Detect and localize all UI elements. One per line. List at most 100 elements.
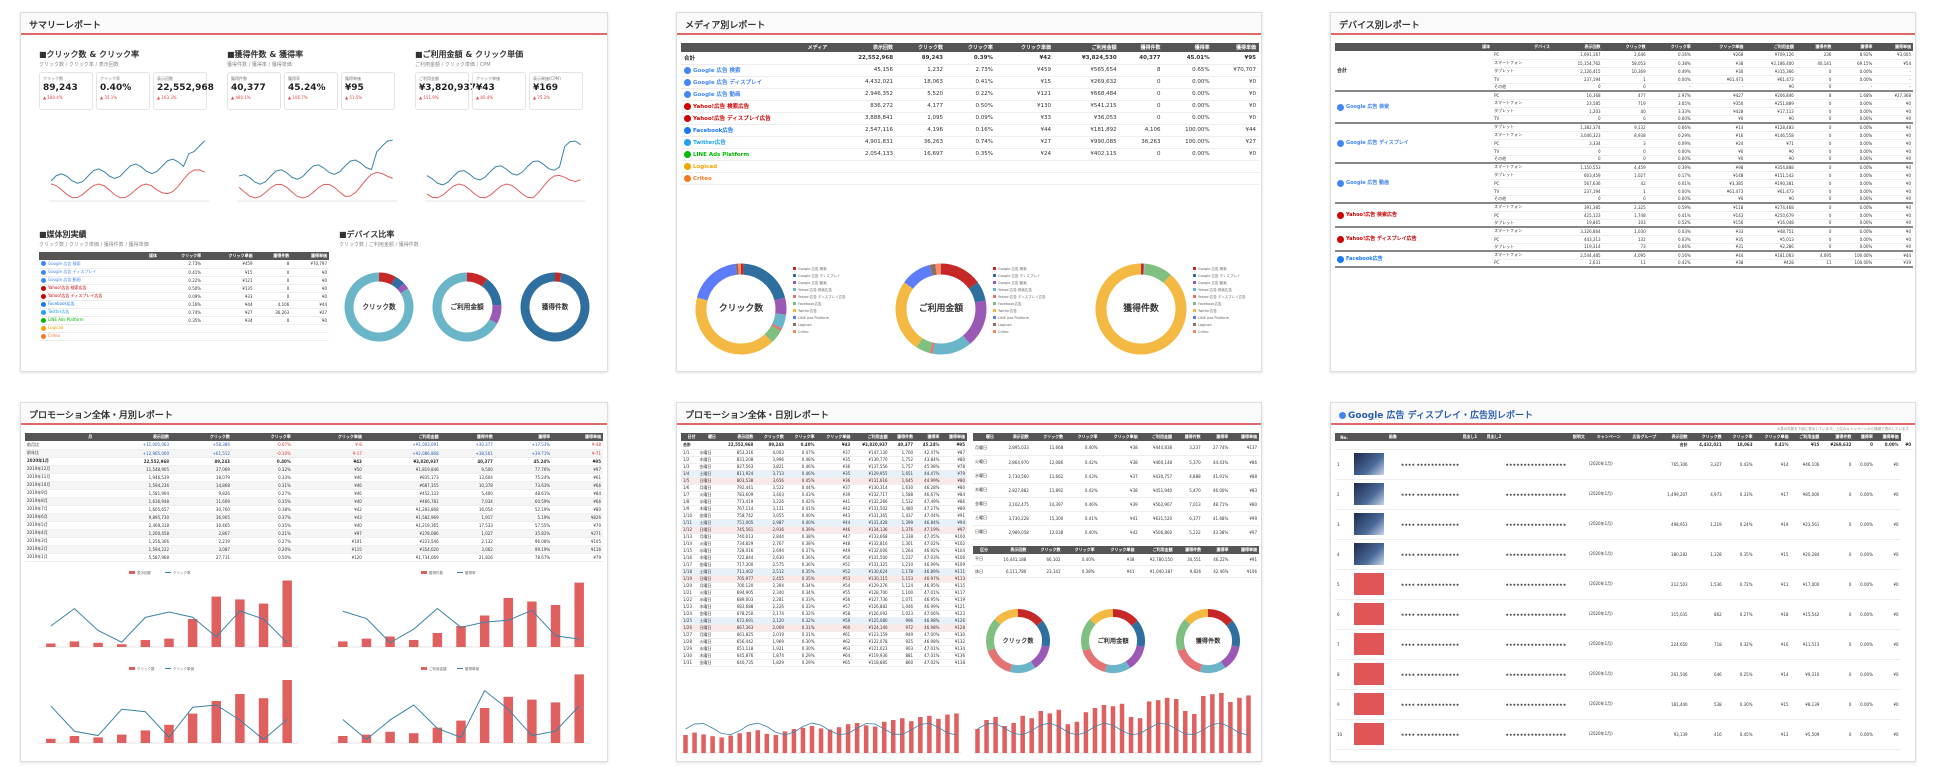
media-row[interactable]: Google 広告 ディスプレイ 4,432,021 18,063 0.41% ¥15 ¥… <box>681 76 1259 89</box>
media-row[interactable]: Yahoo!広告 ディスプレイ広告 3,888,841 1,095 0.09% ¥33 ¥… <box>681 112 1259 125</box>
bar <box>574 674 584 743</box>
ad-campaign: (2020年1月) <box>1586 569 1623 600</box>
metric-cell: ¥251,889 <box>1745 99 1796 108</box>
media-row[interactable]: Yahoo!広告 検索広告 0.50% ¥135 0 ¥0 <box>39 284 329 293</box>
metric-cell: ¥0 <box>1874 195 1913 204</box>
legend-label: Logicad <box>998 323 1012 327</box>
media-row[interactable]: Twitter広告 0.74% ¥27 36,263 ¥27 <box>39 308 329 317</box>
media-row[interactable]: Google 広告 動画 0.22% ¥121 0 ¥0 <box>39 276 329 285</box>
media-row[interactable]: Criteo <box>39 332 329 341</box>
ad-row[interactable]: 10 ★★★★ ★★★★★★★★★★★★ ★★★★★★★★★★★★★★★★★ (202… <box>1335 719 1913 750</box>
metric-cell: 0.34% <box>785 589 817 597</box>
ad-row[interactable]: 2 ★★★★ ★★★★★★★★★★★★ ★★★★★★★★★★★★★★★★★ (2020… <box>1335 479 1913 510</box>
panel-title: Google 広告 ディスプレイ・広告別レポート <box>1331 403 1915 425</box>
total-row: 合計 22,552,968 89,243 0.40% ¥43 ¥3,820,937 40,3… <box>681 441 967 450</box>
metric-cell: ¥430,757 <box>1139 469 1175 484</box>
kpi-card: ご利用金額 ¥3,820,937 ▲ 151.9% <box>415 72 476 110</box>
metric-cell: ¥17,113 <box>1745 107 1796 116</box>
metric-cell: 667,363 <box>717 624 756 632</box>
metric-cell: ¥15 <box>1754 689 1791 720</box>
column-header: 広告グループ <box>1622 433 1659 441</box>
metric-cell: ¥2,286 <box>1745 243 1796 252</box>
media-row[interactable]: Criteo <box>681 172 1259 185</box>
ad-row[interactable]: 7 ★★★★ ★★★★★★★★★★★★ ★★★★★★★★★★★★★★★★★ (2020… <box>1335 629 1913 660</box>
metric-cell: 30,465 <box>171 521 232 530</box>
media-row[interactable]: Yahoo!広告 検索広告 836,272 4,177 0.50% ¥130 ¥541,2… <box>681 100 1259 113</box>
media-row[interactable]: LINE Ads Platform 2,054,133 16,697 0.35% ¥24… <box>681 148 1259 161</box>
metric-cell: ¥83 <box>1230 483 1259 498</box>
metric-cell: ¥61 <box>552 473 603 482</box>
metric-cell: 0.42% <box>1065 455 1100 470</box>
metric-cell: ¥0 <box>291 292 329 301</box>
ad-row[interactable]: 8 ★★★★ ★★★★★★★★★★★★ ★★★★★★★★★★★★★★★★★ (2020… <box>1335 659 1913 690</box>
panel-title: プロモーション全体・日別レポート <box>677 403 1261 425</box>
legend-swatch <box>793 302 796 305</box>
metric-cell: 40,141 <box>1795 59 1834 68</box>
metric-cell: 9,132 <box>1602 123 1648 132</box>
metric-cell: ¥0 <box>1874 211 1913 220</box>
kpi-section-title: ■獲得件数 & 獲得率 <box>227 50 304 59</box>
ad-description: ★★★★★★★★★★★★★★★★★ <box>1503 599 1587 630</box>
metric-cell: ¥135 <box>203 284 255 293</box>
series-line-secondary <box>50 169 205 199</box>
ad-image-cell <box>1349 479 1399 510</box>
ad-row[interactable]: 5 ★★★★ ★★★★★★★★★★★★ ★★★★★★★★★★★★★★★★★ (2020… <box>1335 569 1913 600</box>
month-row: 2019年12月 11,548,905 37,069 0.32% ¥50 ¥1,819,8… <box>25 465 603 474</box>
metric-cell: 0.44% <box>785 484 817 492</box>
bar <box>140 640 151 647</box>
ad-row[interactable]: 4 ★★★★ ★★★★★★★★★★★★ ★★★★★★★★★★★★★★★★★ (2020… <box>1335 539 1913 570</box>
media-row[interactable]: LINE Ads Platform 0.35% ¥34 0 ¥0 <box>39 316 329 325</box>
metric-cell: 0.16% <box>1647 51 1693 60</box>
metric-cell: 46.95% <box>915 582 942 590</box>
media-row[interactable]: Google 広告 動画 2,946,352 5,520 0.22% ¥121 ¥668,… <box>681 88 1259 101</box>
media-row[interactable]: Facebook広告 0.16% ¥44 4,106 ¥44 <box>39 300 329 309</box>
media-row[interactable]: Twitter広告 4,901,831 36,263 0.74% ¥27 ¥990,085… <box>681 136 1259 149</box>
metric-cell: 2,895,033 <box>995 441 1031 456</box>
metric-cell <box>203 324 255 333</box>
donut-center-label: クリック数 <box>1002 637 1034 645</box>
bar <box>746 732 751 753</box>
metric-cell: 2019年4月 <box>25 529 95 538</box>
metric-cell <box>1053 160 1120 173</box>
ad-row[interactable]: 3 ★★★★ ★★★★★★★★★★★★ ★★★★★★★★★★★★★★★★★ (2020… <box>1335 509 1913 540</box>
metric-cell: ¥100 <box>941 533 967 541</box>
metric-cell: 1,256,306 <box>94 537 172 546</box>
column-header: クリック率 <box>1062 545 1097 554</box>
media-row[interactable]: Google 広告 検索 2.73% ¥459 8 ¥70,797 <box>39 260 329 269</box>
column-header: 獲得率 <box>1203 545 1231 554</box>
metric-cell: ¥80 <box>941 456 967 464</box>
media-row[interactable]: Google 広告 検索 45,156 1,232 2.73% ¥459 ¥565,654… <box>681 64 1259 77</box>
ad-headline2 <box>1479 509 1504 540</box>
metric-cell: 4,432,021 <box>830 76 897 89</box>
media-row[interactable]: Yahoo!広告 ディスプレイ広告 0.09% ¥33 0 ¥0 <box>39 292 329 301</box>
metric-cell: ¥0 <box>1212 76 1259 89</box>
media-row[interactable]: Logicad <box>39 324 329 333</box>
donut-center-label: ご利用金額 <box>450 302 484 311</box>
metric-cell: 224,650 <box>1658 629 1690 660</box>
metric-cell: ¥39 <box>1874 259 1913 268</box>
metric-cell: 1,264 <box>889 547 916 555</box>
ad-headline1: ★★★★ ★★★★★★★★★★★★ <box>1398 719 1480 750</box>
ad-headline1: ★★★★ ★★★★★★★★★★★★ <box>1398 689 1480 720</box>
ad-row[interactable]: 9 ★★★★ ★★★★★★★★★★★★ ★★★★★★★★★★★★★★★★★ (2020… <box>1335 689 1913 720</box>
legend-swatch <box>993 274 996 277</box>
metric-cell: ¥132,006 <box>852 547 890 555</box>
metric-cell: ¥23,561 <box>1790 509 1822 540</box>
metric-cell: 35.82% <box>494 529 553 538</box>
media-row[interactable]: Facebook広告 2,547,116 4,196 0.16% ¥44 ¥181,892… <box>681 124 1259 137</box>
bar <box>456 720 466 743</box>
metric-cell: 1,969 <box>755 638 786 646</box>
metric-cell: 5,470 <box>1174 483 1203 498</box>
column-header: 獲得件数 <box>889 433 916 441</box>
media-row[interactable]: Logicad <box>681 160 1259 173</box>
metric-cell: ¥30 <box>1692 67 1746 76</box>
metric-cell: 23,141 <box>1028 565 1063 578</box>
ad-row[interactable]: 6 ★★★★ ★★★★★★★★★★★★ ★★★★★★★★★★★★★★★★★ (2020… <box>1335 599 1913 630</box>
metric-cell: 46.99% <box>915 561 942 569</box>
media-row[interactable]: Google 広告 ディスプレイ 0.41% ¥15 0 ¥0 <box>39 268 329 277</box>
metric-cell: 1,588 <box>889 491 916 499</box>
ad-row[interactable]: 1 ★★★★ ★★★★★★★★★★★★ ★★★★★★★★★★★★★★★★★ (2020… <box>1335 449 1913 480</box>
comparison-cell: +¥2,086,868 <box>363 449 441 458</box>
column-header: 表示回数 <box>1552 43 1603 51</box>
kpi-value: 22,552,968 <box>157 83 214 93</box>
